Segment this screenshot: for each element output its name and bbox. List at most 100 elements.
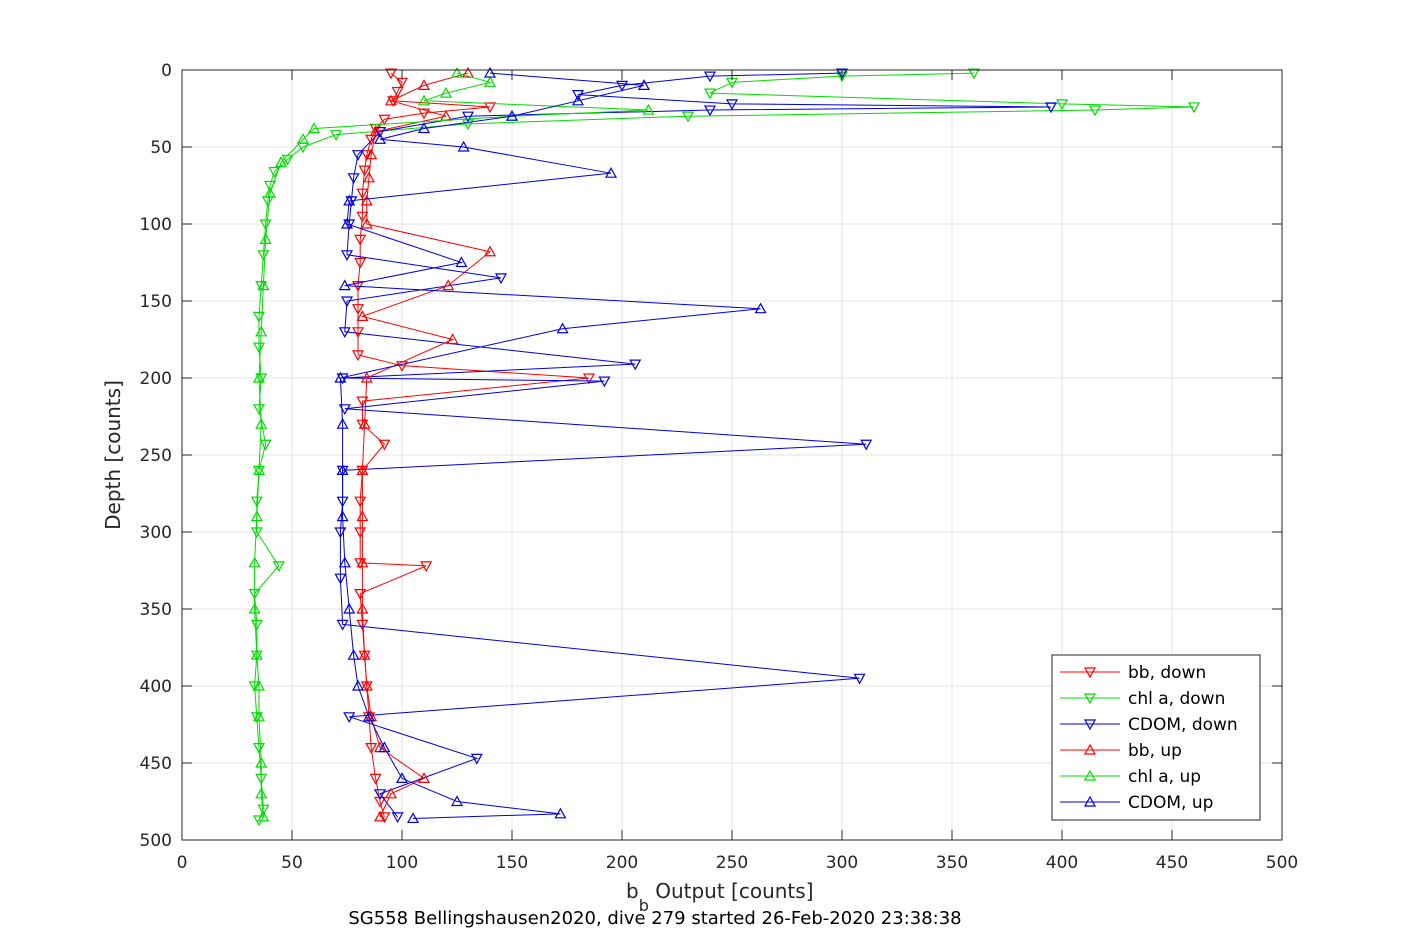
data-point xyxy=(336,464,349,475)
data-point xyxy=(483,245,497,257)
data-point xyxy=(1088,105,1102,117)
data-point xyxy=(1044,102,1058,114)
data-point xyxy=(354,257,367,269)
data-point xyxy=(483,102,497,114)
x-tick-label: 100 xyxy=(386,853,418,873)
data-point xyxy=(336,510,349,522)
data-point xyxy=(248,681,261,693)
data-point xyxy=(470,753,483,765)
data-point xyxy=(274,156,288,167)
data-point xyxy=(967,68,981,80)
data-point xyxy=(356,396,369,408)
data-point xyxy=(461,66,475,78)
legend-label: bb, up xyxy=(1128,741,1182,761)
data-point xyxy=(505,109,519,121)
data-point xyxy=(360,150,373,161)
data-point xyxy=(703,88,717,100)
y-tick-label: 50 xyxy=(150,138,172,158)
y-tick-label: 200 xyxy=(140,369,172,389)
data-point xyxy=(351,679,365,691)
data-point xyxy=(356,211,369,223)
data-point xyxy=(365,742,378,754)
x-tick-label: 250 xyxy=(716,853,748,873)
data-point xyxy=(360,679,373,691)
legend-label: CDOM, up xyxy=(1128,793,1213,813)
data-point xyxy=(250,648,263,660)
data-point xyxy=(250,527,263,539)
data-point xyxy=(417,108,431,120)
x-tick-label: 50 xyxy=(281,853,303,873)
data-point xyxy=(356,464,369,475)
x-tick-label: 450 xyxy=(1156,853,1188,873)
data-point xyxy=(450,795,464,807)
data-point xyxy=(255,417,268,429)
y-axis-label: Depth [counts] xyxy=(101,380,125,530)
y-tick-label: 0 xyxy=(161,61,172,81)
data-point xyxy=(351,327,365,339)
data-point xyxy=(257,250,270,262)
data-point xyxy=(358,165,371,177)
data-point xyxy=(446,333,459,345)
data-point xyxy=(703,71,717,83)
data-point xyxy=(257,279,270,291)
data-point xyxy=(406,812,420,824)
data-point xyxy=(417,772,431,784)
data-point xyxy=(461,111,475,123)
data-point xyxy=(554,807,567,819)
x-tick-label: 200 xyxy=(606,853,638,873)
data-point xyxy=(252,464,266,475)
data-point xyxy=(483,66,497,78)
data-point xyxy=(420,561,433,573)
data-point xyxy=(255,756,268,768)
data-point xyxy=(356,619,369,631)
data-point xyxy=(257,810,270,822)
x-tick-label: 350 xyxy=(936,853,968,873)
data-point xyxy=(343,712,356,724)
data-point xyxy=(255,325,268,337)
data-point xyxy=(373,133,387,144)
data-point xyxy=(360,217,373,229)
y-tick-label: 250 xyxy=(140,446,172,466)
data-point xyxy=(384,94,398,106)
data-point xyxy=(387,96,400,108)
x-axis-label-main: b xyxy=(626,879,639,903)
data-point xyxy=(263,186,277,198)
legend-marker xyxy=(1083,743,1097,755)
data-point xyxy=(391,86,404,98)
data-point xyxy=(494,273,508,285)
data-point xyxy=(860,439,873,451)
legend-box xyxy=(1051,654,1261,821)
series-line xyxy=(254,72,649,817)
data-point xyxy=(365,148,378,160)
data-point xyxy=(457,140,470,152)
series-layer xyxy=(248,66,1201,827)
x-tick-label: 500 xyxy=(1266,853,1298,873)
data-point xyxy=(362,171,376,183)
data-point xyxy=(615,80,629,92)
data-point xyxy=(378,114,391,126)
data-point xyxy=(356,188,369,200)
data-point xyxy=(268,167,281,178)
data-point xyxy=(373,126,387,138)
data-point xyxy=(252,742,266,754)
data-point xyxy=(439,86,453,98)
data-point xyxy=(340,296,354,308)
data-point xyxy=(703,105,717,117)
data-point xyxy=(378,741,391,753)
data-point xyxy=(356,602,369,614)
data-point xyxy=(329,130,343,141)
data-point xyxy=(637,79,651,91)
data-point xyxy=(582,373,596,385)
data-point xyxy=(307,122,321,134)
x-tick-label: 400 xyxy=(1046,853,1078,873)
legend-marker xyxy=(1083,667,1097,679)
data-point xyxy=(442,279,455,291)
legend-label: CDOM, down xyxy=(1128,715,1238,735)
data-point xyxy=(340,217,354,229)
y-tick-label: 500 xyxy=(140,831,172,851)
legend-label: chl a, down xyxy=(1128,689,1225,709)
data-point xyxy=(351,350,365,362)
y-tick-label: 100 xyxy=(140,215,172,235)
data-point xyxy=(356,556,369,568)
